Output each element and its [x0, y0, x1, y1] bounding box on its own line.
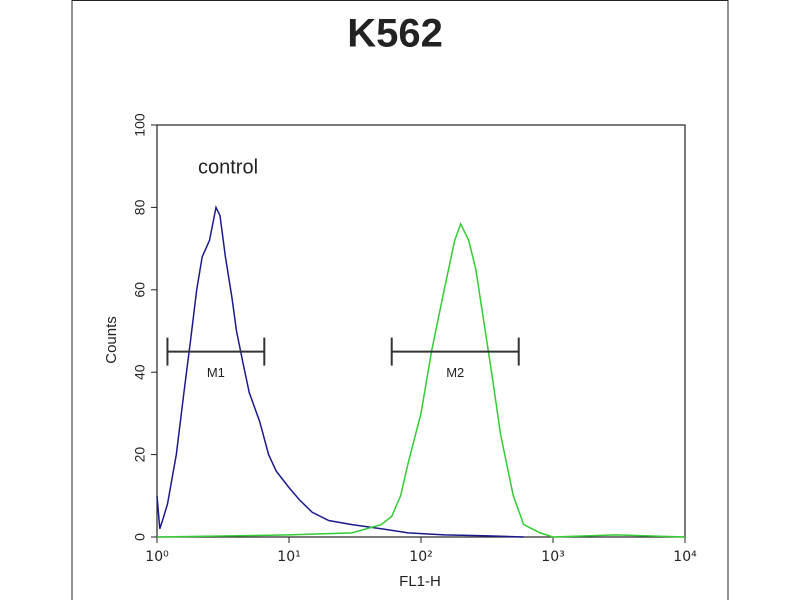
y-axis-label: Counts: [103, 316, 120, 364]
y-tick-label: 100: [132, 113, 148, 137]
frame: [71, 0, 729, 600]
series-line: [156, 221, 686, 538]
gate-label: M2: [446, 365, 464, 380]
x-tick-label: 10⁰: [145, 549, 169, 565]
series-annotation: control: [198, 156, 258, 178]
y-tick-label: 40: [132, 364, 148, 380]
gate-label: M1: [207, 365, 225, 380]
y-tick-label: 60: [132, 282, 148, 298]
x-axis-label: FL1-H: [399, 573, 441, 590]
x-tick-label: 10²: [409, 549, 432, 565]
x-tick-label: 10³: [541, 549, 564, 565]
chart-title: K562: [347, 12, 443, 56]
y-tick-label: 20: [132, 447, 148, 463]
x-tick-label: 10⁴: [673, 549, 697, 565]
x-tick-label: 10¹: [277, 549, 300, 565]
series-line: [156, 205, 524, 538]
y-tick-label: 80: [132, 199, 148, 215]
y-tick-label: 0: [132, 533, 148, 541]
